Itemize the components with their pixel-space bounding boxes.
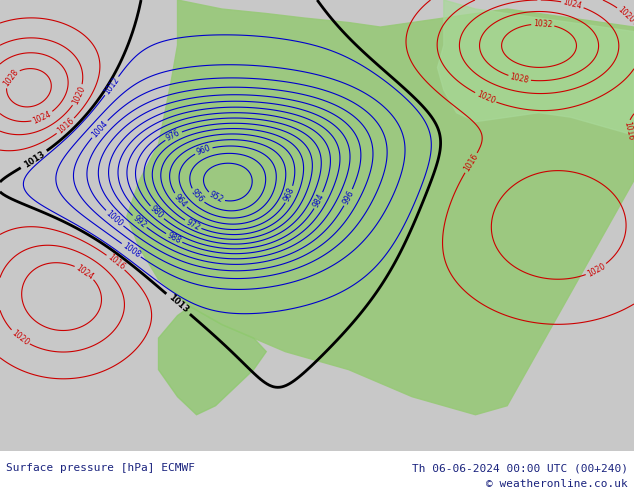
Text: 1024: 1024: [74, 263, 95, 281]
Text: 1016: 1016: [622, 121, 634, 142]
Text: 1016: 1016: [105, 253, 126, 272]
Text: Th 06-06-2024 00:00 UTC (00+240): Th 06-06-2024 00:00 UTC (00+240): [411, 463, 628, 473]
Text: 1012: 1012: [103, 75, 121, 97]
Text: © weatheronline.co.uk: © weatheronline.co.uk: [486, 479, 628, 489]
Text: 1016: 1016: [56, 117, 76, 136]
Text: 992: 992: [131, 214, 148, 230]
Text: 1020: 1020: [586, 261, 607, 278]
Text: 988: 988: [165, 231, 183, 245]
Text: 1032: 1032: [533, 19, 553, 29]
Text: 972: 972: [184, 218, 202, 232]
Text: 1024: 1024: [32, 109, 53, 125]
Text: 1020: 1020: [70, 85, 87, 106]
Text: 1020: 1020: [616, 5, 634, 25]
Text: Surface pressure [hPa] ECMWF: Surface pressure [hPa] ECMWF: [6, 463, 195, 473]
Polygon shape: [127, 0, 634, 415]
Text: 1004: 1004: [90, 119, 110, 139]
Text: 952: 952: [208, 190, 225, 205]
Text: 956: 956: [190, 188, 205, 204]
Text: 1016: 1016: [462, 152, 480, 173]
Text: 1013: 1013: [166, 293, 190, 315]
Text: 1020: 1020: [10, 328, 30, 347]
Text: 1024: 1024: [562, 0, 583, 11]
Text: 1008: 1008: [120, 241, 141, 260]
Text: 976: 976: [165, 128, 182, 143]
Text: 960: 960: [195, 144, 212, 157]
Polygon shape: [158, 307, 266, 415]
Polygon shape: [437, 0, 634, 135]
Text: 996: 996: [341, 189, 356, 206]
Text: 980: 980: [148, 204, 165, 221]
Text: 984: 984: [311, 192, 326, 209]
Text: 1028: 1028: [1, 67, 20, 88]
Text: 1028: 1028: [509, 72, 530, 85]
Text: 968: 968: [283, 186, 297, 203]
Text: 1020: 1020: [475, 90, 496, 106]
Text: 1000: 1000: [104, 209, 125, 228]
Text: 964: 964: [172, 192, 188, 209]
Text: 1013: 1013: [22, 149, 46, 170]
